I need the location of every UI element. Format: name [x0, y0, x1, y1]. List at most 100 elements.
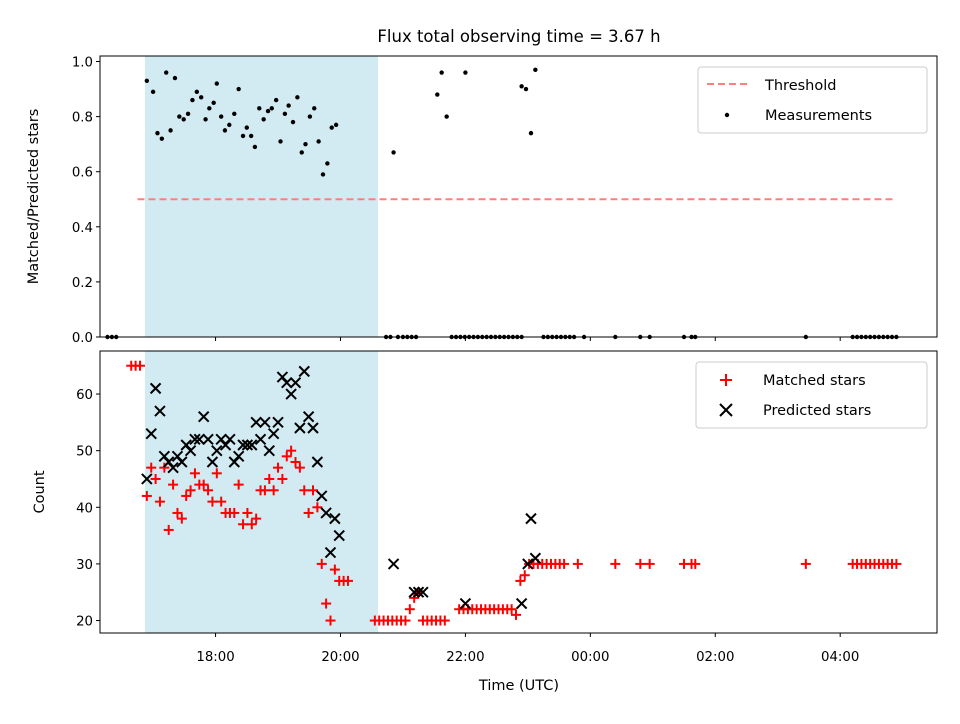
predicted-star-point	[193, 433, 206, 446]
measurement-point	[290, 119, 296, 125]
matched-star-point	[159, 462, 170, 473]
predicted-star-point	[237, 439, 249, 451]
matched-star-point	[439, 615, 450, 626]
matched-legend-swatch	[720, 374, 732, 386]
count-x-ticks: 18:00 20:00 22:00 00:00 02:00 04:00	[196, 633, 859, 665]
measurements-legend-swatch	[724, 112, 730, 118]
ratio-y-tick-label: 0.2	[72, 276, 93, 291]
predicted-star-point	[316, 490, 328, 502]
matched-star-point	[238, 519, 249, 530]
matched-star-point	[635, 558, 646, 569]
measurement-point	[194, 89, 200, 95]
matched-star-point	[294, 462, 305, 473]
observing-interval-shade-top	[144, 56, 378, 337]
measurement-point	[172, 75, 178, 81]
matched-star-point	[342, 575, 353, 586]
measurement-point	[269, 106, 274, 111]
measurement-point	[439, 70, 444, 75]
matched-star-point	[176, 513, 187, 524]
measurement-point	[214, 81, 220, 86]
matched-star-point	[264, 473, 275, 484]
predicted-star-point	[329, 512, 341, 525]
measurement-point	[252, 144, 258, 150]
matched-star-point	[277, 473, 288, 484]
measurement-point	[329, 125, 334, 130]
predicted-star-point	[241, 439, 254, 451]
matched-star-point	[404, 604, 415, 615]
matched-star-point	[644, 558, 655, 569]
measurement-point	[463, 70, 468, 75]
matched-star-point	[316, 558, 327, 569]
matched-star-point	[134, 360, 145, 371]
x-tick-label: 20:00	[321, 650, 359, 665]
measurement-point	[168, 128, 173, 133]
predicted-star-point	[387, 558, 400, 570]
count-y-ticks: 20 30 40 50 60	[76, 388, 100, 630]
count-y-tick-label: 60	[76, 388, 93, 403]
matched-star-point	[251, 513, 262, 524]
measurement-point	[523, 86, 529, 92]
ratio-legend: Threshold Measurements	[697, 66, 928, 134]
predicted-star-point	[246, 439, 258, 451]
measurement-point	[307, 114, 313, 119]
matched-star-point	[519, 570, 530, 581]
predicted-star-point	[141, 473, 153, 485]
matched-star-point	[268, 485, 279, 496]
matched-star-point	[303, 507, 314, 518]
count-y-axis-label: Count	[32, 470, 48, 513]
measurement-point	[312, 106, 317, 111]
ratio-x-ticks	[215, 337, 841, 341]
measurement-point	[236, 86, 241, 92]
predicted-star-point	[224, 433, 236, 446]
matched-star-point	[515, 575, 526, 586]
count-y-tick-label: 50	[76, 445, 93, 460]
predicted-star-point	[459, 597, 472, 610]
ratio-y-ticks: 0.0 0.2 0.4 0.6 0.8 1.0	[72, 56, 100, 346]
measurement-point	[232, 111, 237, 117]
predicted-star-point	[211, 444, 223, 457]
predicted-star-point	[298, 365, 310, 378]
predicted-star-point	[525, 512, 537, 525]
predicted-stars-points	[141, 365, 542, 610]
matched-star-point	[511, 609, 522, 620]
measurement-point	[533, 67, 538, 72]
ratio-y-tick-label: 0.8	[72, 111, 93, 126]
predicted-star-point	[176, 456, 188, 468]
predicted-star-point	[154, 405, 166, 417]
predicted-star-point	[408, 586, 420, 598]
x-tick-label: 00:00	[571, 650, 609, 665]
measurement-point	[299, 150, 304, 155]
matched-star-point	[189, 468, 200, 479]
predicted-star-point	[294, 422, 306, 434]
measurement-point	[159, 136, 165, 141]
measurement-point	[211, 100, 216, 106]
predicted-star-point	[149, 382, 162, 395]
measurement-point	[273, 97, 279, 103]
matched-star-point	[259, 485, 270, 496]
measurement-point	[248, 133, 254, 139]
matched-star-point	[572, 558, 583, 569]
predicted-star-point	[522, 558, 534, 570]
measurements-legend-label: Measurements	[765, 108, 872, 124]
matched-star-point	[233, 479, 244, 490]
measurement-point	[435, 92, 440, 97]
matched-star-point	[329, 564, 340, 575]
measurement-points	[105, 67, 899, 340]
measurement-point	[190, 97, 195, 103]
measurement-point	[227, 122, 232, 128]
predicted-star-point	[307, 422, 319, 434]
predicted-star-point	[417, 586, 429, 598]
measurement-point	[203, 117, 208, 122]
measurement-point	[265, 108, 271, 114]
predicted-star-point	[167, 461, 179, 474]
measurement-point	[240, 133, 246, 139]
predicted-star-point	[289, 377, 302, 389]
matched-star-point	[281, 451, 292, 462]
measurement-point	[181, 117, 186, 122]
matched-star-point	[216, 496, 227, 507]
measurement-point	[150, 89, 156, 95]
predicted-star-point	[259, 416, 271, 429]
measurement-point	[295, 95, 300, 100]
measurement-point	[528, 130, 534, 136]
